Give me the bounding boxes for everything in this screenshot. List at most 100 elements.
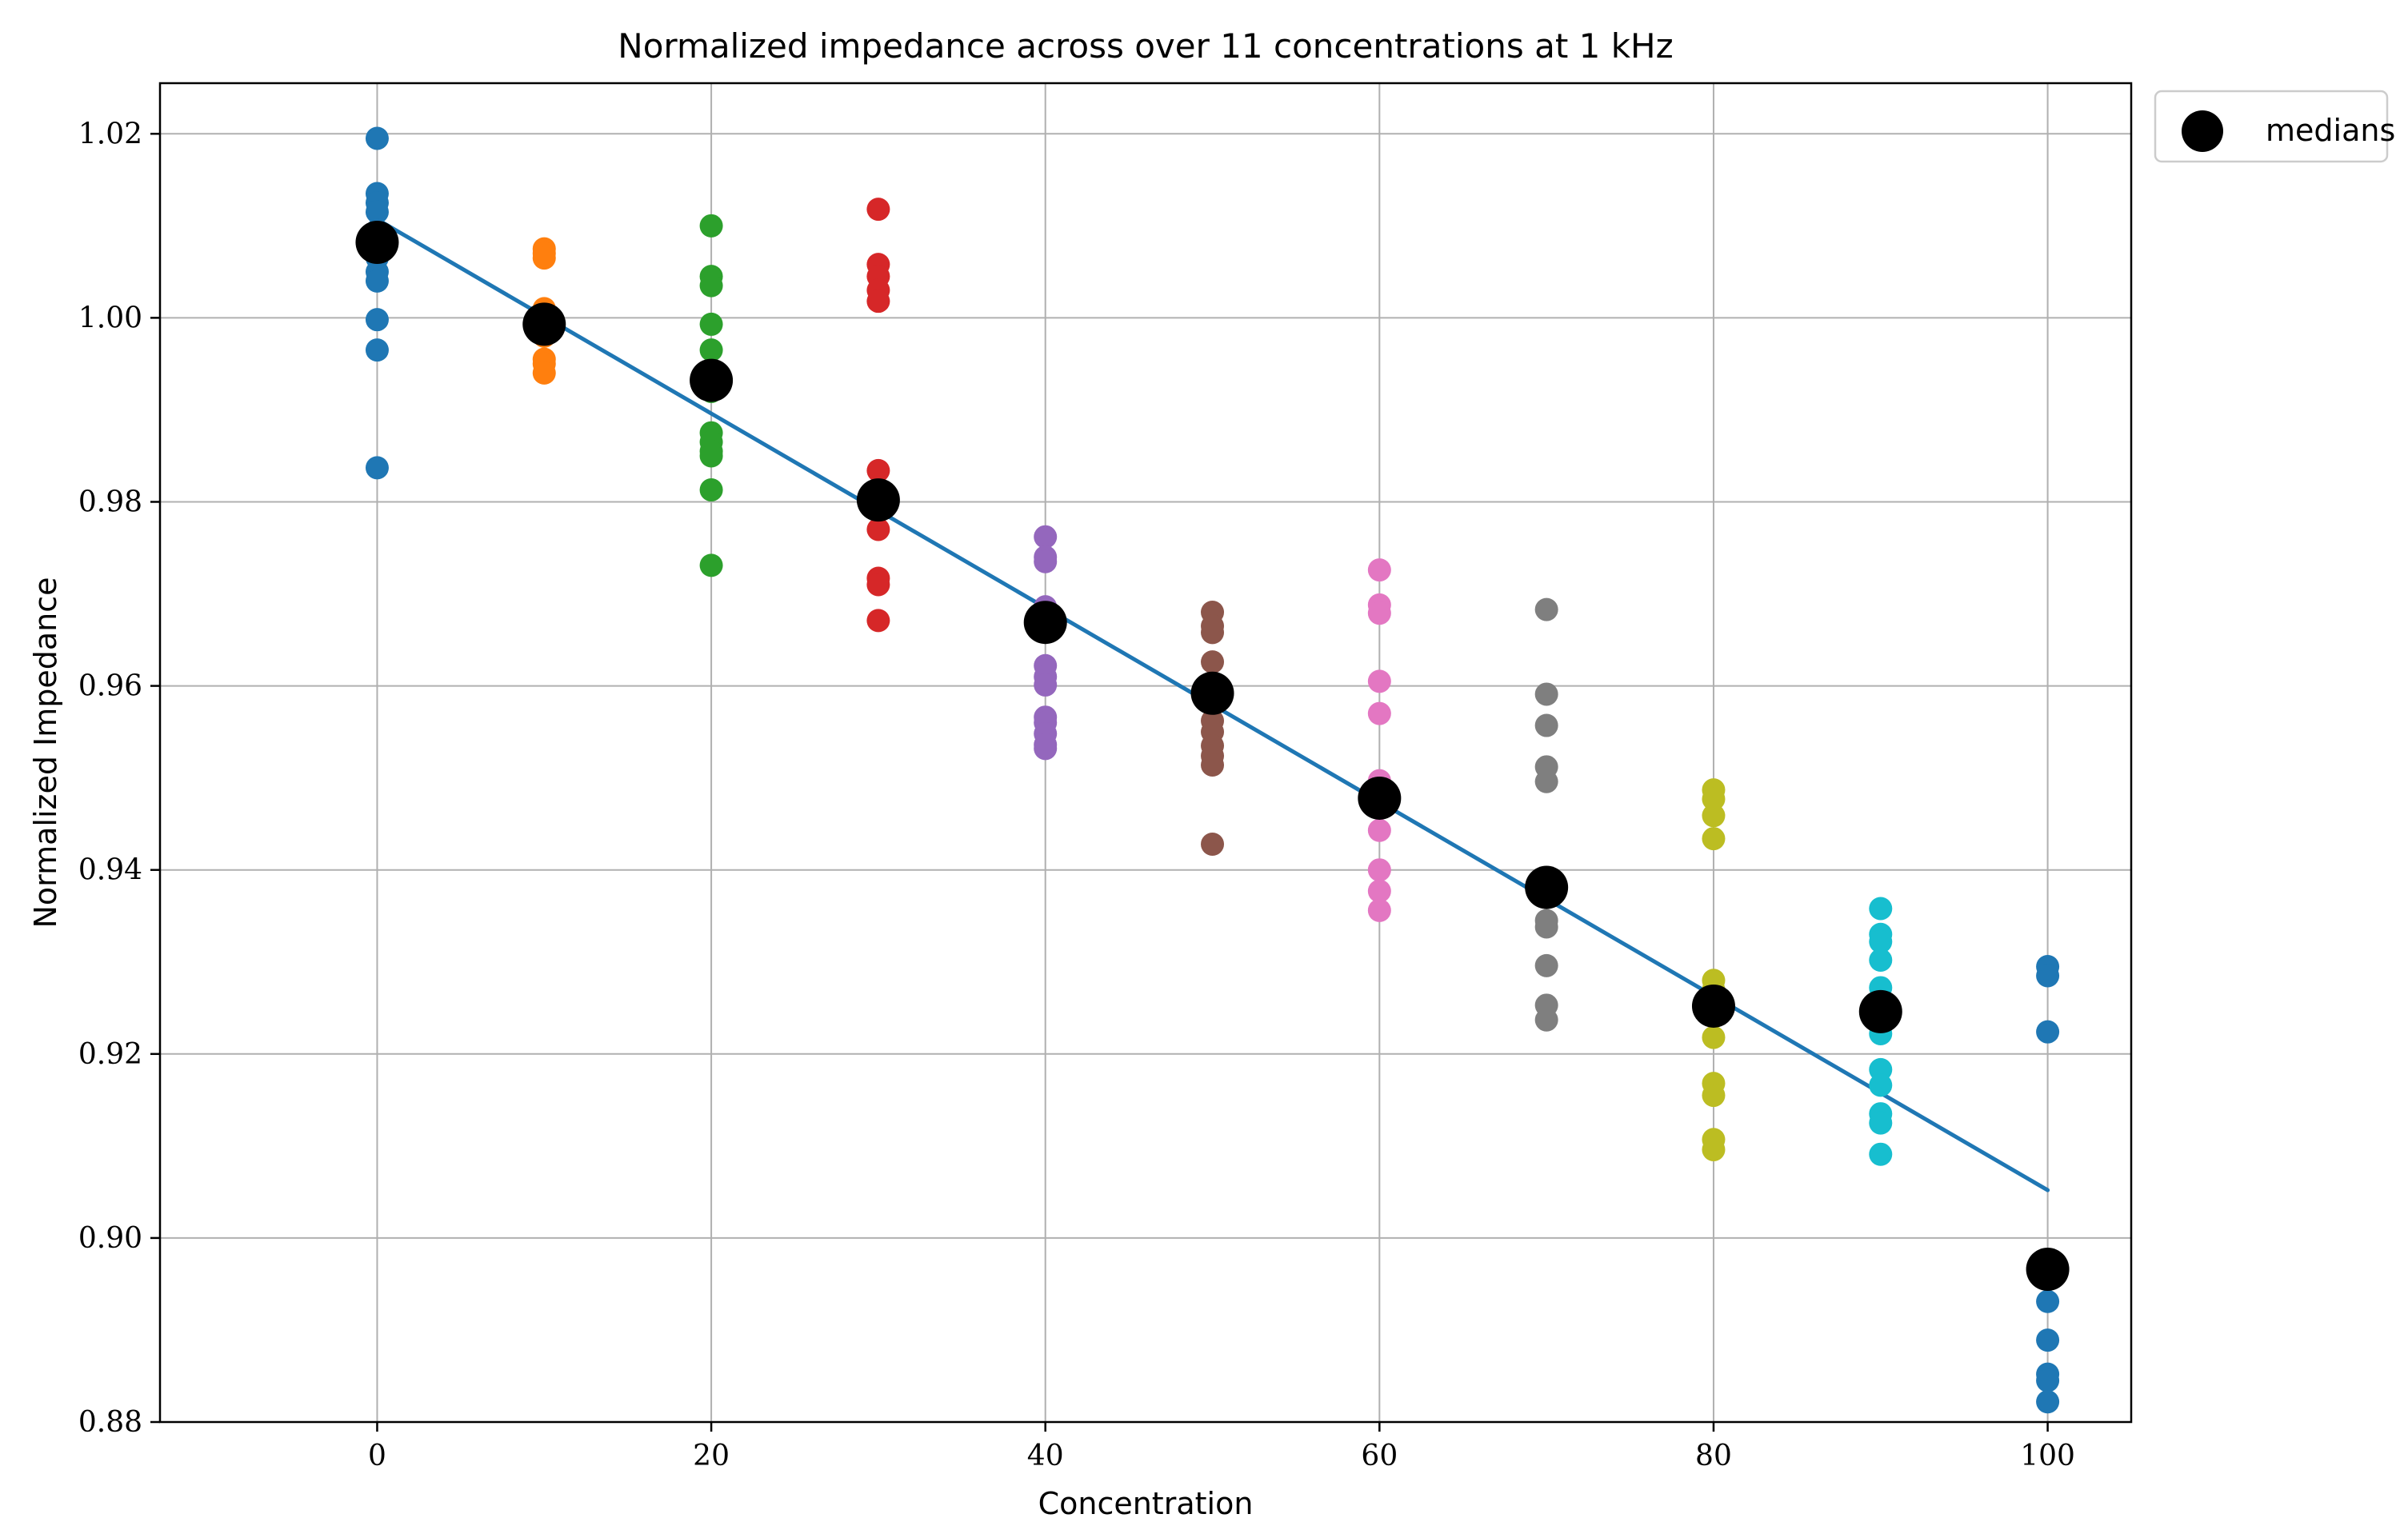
data-point-conc-80 bbox=[1702, 804, 1726, 828]
data-point-conc-30 bbox=[866, 458, 890, 482]
data-point-conc-0 bbox=[365, 200, 389, 224]
data-point-conc-90 bbox=[1869, 1142, 1893, 1166]
data-point-conc-30 bbox=[866, 573, 890, 597]
data-point-conc-80 bbox=[1702, 787, 1726, 811]
data-point-conc-0 bbox=[365, 308, 389, 332]
x-tick-label: 60 bbox=[1361, 1440, 1398, 1472]
median-marker bbox=[1023, 601, 1067, 645]
data-point-conc-60 bbox=[1367, 601, 1391, 625]
x-tick-label: 20 bbox=[693, 1440, 730, 1472]
data-point-conc-80 bbox=[1702, 827, 1726, 851]
data-point-conc-70 bbox=[1534, 682, 1558, 706]
x-axis-ticks: 0 20 40 60 80 100 bbox=[368, 1422, 2075, 1472]
data-point-conc-100 bbox=[2036, 1390, 2060, 1414]
y-tick-label: 0.92 bbox=[78, 1038, 142, 1071]
data-point-conc-50 bbox=[1201, 753, 1225, 777]
x-tick-label: 80 bbox=[1695, 1440, 1732, 1472]
data-point-conc-20 bbox=[699, 214, 723, 238]
legend-medians-marker bbox=[2182, 110, 2223, 152]
data-point-conc-50 bbox=[1201, 650, 1225, 674]
y-axis-label: Normalized Impedance bbox=[28, 577, 63, 928]
legend-medians-label: medians bbox=[2266, 113, 2395, 148]
data-point-conc-60 bbox=[1367, 818, 1391, 842]
median-markers bbox=[355, 221, 2070, 1292]
y-axis-ticks: 0.88 0.90 0.92 0.94 0.96 0.98 1.00 1.02 bbox=[78, 118, 160, 1439]
legend: medians bbox=[2154, 90, 2395, 163]
x-tick-label: 40 bbox=[1027, 1440, 1064, 1472]
data-point-conc-80 bbox=[1702, 1137, 1726, 1161]
data-point-conc-40 bbox=[1034, 673, 1058, 697]
data-point-conc-50 bbox=[1201, 621, 1225, 645]
data-point-conc-20 bbox=[699, 553, 723, 577]
median-marker bbox=[690, 358, 734, 402]
data-point-conc-60 bbox=[1367, 898, 1391, 922]
data-point-conc-60 bbox=[1367, 558, 1391, 582]
y-tick-label: 0.98 bbox=[78, 485, 142, 518]
data-point-conc-60 bbox=[1367, 879, 1391, 903]
data-point-conc-100 bbox=[2036, 1289, 2060, 1313]
data-point-conc-30 bbox=[866, 198, 890, 222]
median-marker bbox=[1190, 671, 1234, 715]
median-marker bbox=[1858, 989, 1902, 1033]
data-point-conc-80 bbox=[1702, 1025, 1726, 1049]
data-point-conc-60 bbox=[1367, 669, 1391, 693]
data-point-conc-100 bbox=[2036, 1020, 2060, 1044]
y-tick-label: 1.00 bbox=[78, 302, 142, 334]
data-point-conc-30 bbox=[866, 290, 890, 314]
data-point-conc-90 bbox=[1869, 929, 1893, 953]
data-point-conc-90 bbox=[1869, 1073, 1893, 1097]
data-point-conc-70 bbox=[1534, 1008, 1558, 1032]
data-point-conc-40 bbox=[1034, 737, 1058, 761]
data-point-conc-60 bbox=[1367, 701, 1391, 725]
data-point-conc-0 bbox=[365, 269, 389, 293]
data-point-conc-70 bbox=[1534, 769, 1558, 793]
data-point-conc-20 bbox=[699, 338, 723, 362]
data-point-conc-20 bbox=[699, 312, 723, 336]
data-point-conc-20 bbox=[699, 274, 723, 298]
y-tick-label: 0.94 bbox=[78, 854, 142, 887]
median-marker bbox=[522, 302, 566, 346]
data-point-conc-30 bbox=[866, 609, 890, 633]
data-point-conc-100 bbox=[2036, 1368, 2060, 1392]
data-point-conc-70 bbox=[1534, 713, 1558, 737]
data-point-conc-10 bbox=[532, 246, 556, 270]
data-point-conc-40 bbox=[1034, 525, 1058, 549]
x-axis-label: Concentration bbox=[1038, 1486, 1254, 1521]
grid-lines bbox=[160, 83, 2131, 1423]
data-point-conc-60 bbox=[1367, 858, 1391, 882]
y-tick-label: 0.96 bbox=[78, 670, 142, 703]
median-marker bbox=[1691, 984, 1735, 1028]
data-point-conc-0 bbox=[365, 338, 389, 362]
median-marker bbox=[856, 478, 900, 522]
data-point-conc-90 bbox=[1869, 1111, 1893, 1135]
data-point-conc-20 bbox=[699, 444, 723, 468]
scatter-points bbox=[365, 126, 2060, 1414]
data-point-conc-70 bbox=[1534, 915, 1558, 939]
plot-area-frame bbox=[158, 82, 2133, 1424]
data-point-conc-90 bbox=[1869, 897, 1893, 921]
data-point-conc-100 bbox=[2036, 1328, 2060, 1352]
median-marker bbox=[2026, 1248, 2070, 1292]
y-tick-label: 1.02 bbox=[78, 118, 142, 150]
data-point-conc-20 bbox=[699, 478, 723, 502]
chart-title: Normalized impedance across over 11 conc… bbox=[618, 26, 1673, 66]
data-point-conc-10 bbox=[532, 361, 556, 385]
data-point-conc-0 bbox=[365, 126, 389, 150]
data-point-conc-30 bbox=[866, 517, 890, 541]
median-marker bbox=[355, 221, 399, 265]
data-point-conc-70 bbox=[1534, 597, 1558, 621]
data-point-conc-40 bbox=[1034, 549, 1058, 573]
median-marker bbox=[1358, 776, 1402, 820]
data-point-conc-100 bbox=[2036, 964, 2060, 988]
y-tick-label: 0.88 bbox=[78, 1406, 142, 1439]
y-tick-label: 0.90 bbox=[78, 1222, 142, 1255]
data-point-conc-70 bbox=[1534, 953, 1558, 977]
data-point-conc-0 bbox=[365, 456, 389, 480]
x-tick-label: 100 bbox=[2020, 1440, 2075, 1472]
median-marker bbox=[1525, 865, 1569, 909]
data-point-conc-90 bbox=[1869, 948, 1893, 972]
data-point-conc-80 bbox=[1702, 1084, 1726, 1108]
data-point-conc-50 bbox=[1201, 832, 1225, 856]
